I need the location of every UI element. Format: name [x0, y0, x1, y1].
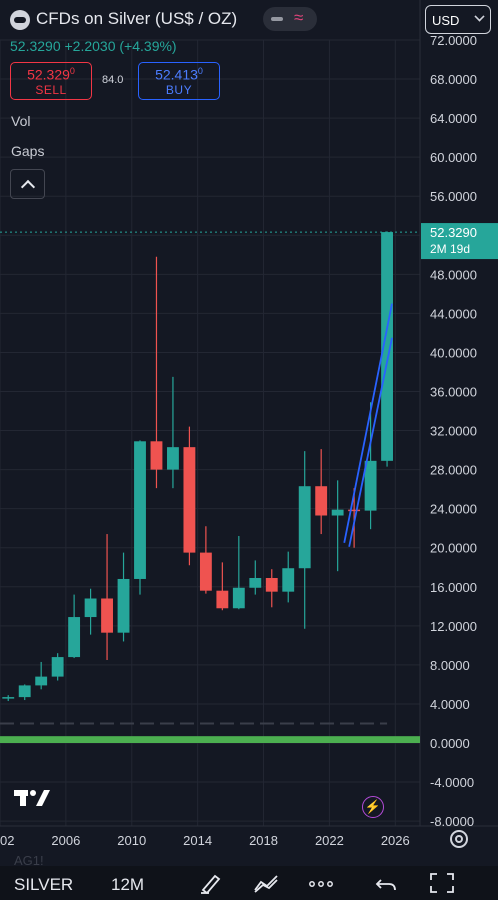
brush-icon[interactable]: [199, 872, 223, 894]
approx-icon: ≈: [294, 8, 304, 27]
gear-icon[interactable]: [450, 830, 468, 848]
market-status-pill[interactable]: ≈: [263, 7, 317, 31]
candle-body: [364, 460, 377, 511]
lightning-icon[interactable]: ⚡: [362, 796, 384, 818]
y-tick-label: 28.0000: [430, 463, 477, 478]
y-tick-label: 44.0000: [430, 306, 477, 321]
indicator-vol[interactable]: Vol: [11, 113, 31, 129]
candle-body: [101, 598, 113, 633]
tradingview-logo-icon[interactable]: [14, 788, 50, 808]
sell-price: 52.3290: [27, 66, 75, 83]
y-tick-label: 20.0000: [430, 541, 477, 556]
chevron-down-icon: [474, 11, 485, 22]
candle-body: [68, 617, 81, 658]
candle-body: [381, 232, 393, 461]
last-price: 52.3290: [10, 38, 61, 54]
price-label-value: 52.3290: [430, 225, 477, 240]
candle-body: [331, 509, 344, 516]
y-tick-label: 36.0000: [430, 385, 477, 400]
price-change: +2.2030: [64, 38, 116, 54]
currency-label: USD: [432, 13, 460, 28]
trend-line: [348, 337, 393, 547]
y-tick-label: 24.0000: [430, 502, 477, 517]
x-tick-label: 2022: [315, 833, 344, 848]
y-tick-label: 16.0000: [430, 580, 477, 595]
y-tick-label: 56.0000: [430, 189, 477, 204]
price-label-box: [421, 223, 498, 260]
candle-body: [51, 657, 64, 677]
y-tick-label: 48.0000: [430, 267, 477, 282]
candle-body: [199, 552, 212, 591]
y-tick-label: 60.0000: [430, 150, 477, 165]
candle-body: [315, 486, 328, 516]
y-tick-label: -4.0000: [430, 775, 474, 790]
buy-price: 52.4130: [155, 66, 203, 83]
y-tick-label: 32.0000: [430, 424, 477, 439]
x-tick-label: 2026: [381, 833, 410, 848]
buy-button[interactable]: 52.4130 BUY: [138, 62, 220, 100]
x-tick-label: 2014: [183, 833, 212, 848]
price-summary: 52.3290 +2.2030 (+4.39%): [10, 38, 177, 54]
candle-body: [183, 447, 196, 553]
candle-body: [348, 509, 361, 512]
candle-body: [134, 441, 146, 579]
y-tick-label: 8.0000: [430, 658, 470, 673]
candle-body: [216, 590, 229, 609]
sell-button[interactable]: 52.3290 SELL: [10, 62, 92, 100]
candle-body: [282, 568, 295, 592]
candle-body: [117, 578, 130, 633]
y-tick-label: 68.0000: [430, 72, 477, 87]
undo-icon[interactable]: [375, 872, 397, 894]
interval-button[interactable]: 12M: [111, 875, 145, 894]
indicator-gaps[interactable]: Gaps: [11, 143, 45, 159]
candle-body: [84, 598, 97, 618]
y-tick-label: 64.0000: [430, 111, 477, 126]
x-tick-label: 2002: [0, 833, 14, 848]
candle-body: [249, 577, 262, 588]
candle-body: [167, 447, 179, 470]
y-tick-label: 4.0000: [430, 697, 470, 712]
y-tick-label: -8.0000: [430, 814, 474, 829]
baseline-band: [0, 736, 420, 744]
x-tick-label: 2010: [117, 833, 146, 848]
currency-select[interactable]: USD: [425, 5, 491, 34]
y-tick-label: 12.0000: [430, 619, 477, 634]
candle-body: [232, 587, 245, 609]
minus-icon: [271, 17, 283, 21]
collapse-legend-button[interactable]: [10, 169, 45, 199]
y-tick-label: 72.0000: [430, 33, 477, 48]
symbol-title[interactable]: CFDs on Silver (US$ / OZ): [36, 9, 238, 28]
spread-value: 84.0: [102, 74, 124, 86]
trend-line-icon[interactable]: [253, 872, 279, 894]
trend-line: [343, 303, 393, 544]
more-icon[interactable]: [308, 872, 334, 894]
symbol-logo-icon: [10, 10, 30, 30]
bottom-toolbar: SILVER 12M: [0, 866, 498, 900]
y-tick-label: 40.0000: [430, 345, 477, 360]
price-change-pct: (+4.39%): [119, 38, 177, 54]
symbol-watermark: AG1!: [14, 853, 44, 868]
x-tick-label: 2018: [249, 833, 278, 848]
candle-body: [298, 486, 311, 569]
chevron-up-icon: [20, 179, 36, 195]
chart-header: CFDs on Silver (US$ / OZ) ≈: [0, 0, 420, 40]
buy-label: BUY: [165, 82, 193, 97]
candle-body: [35, 676, 48, 686]
fullscreen-icon[interactable]: [429, 872, 455, 894]
x-tick-label: 2006: [51, 833, 80, 848]
y-tick-label: 0.0000: [430, 736, 470, 751]
sell-label: SELL: [35, 82, 67, 97]
symbol-button[interactable]: SILVER: [14, 875, 74, 894]
candle-body: [18, 685, 31, 698]
candle-body: [150, 441, 163, 470]
candle-body: [265, 577, 278, 592]
candle-body: [2, 697, 15, 699]
price-label-countdown: 2M 19d: [430, 242, 470, 256]
